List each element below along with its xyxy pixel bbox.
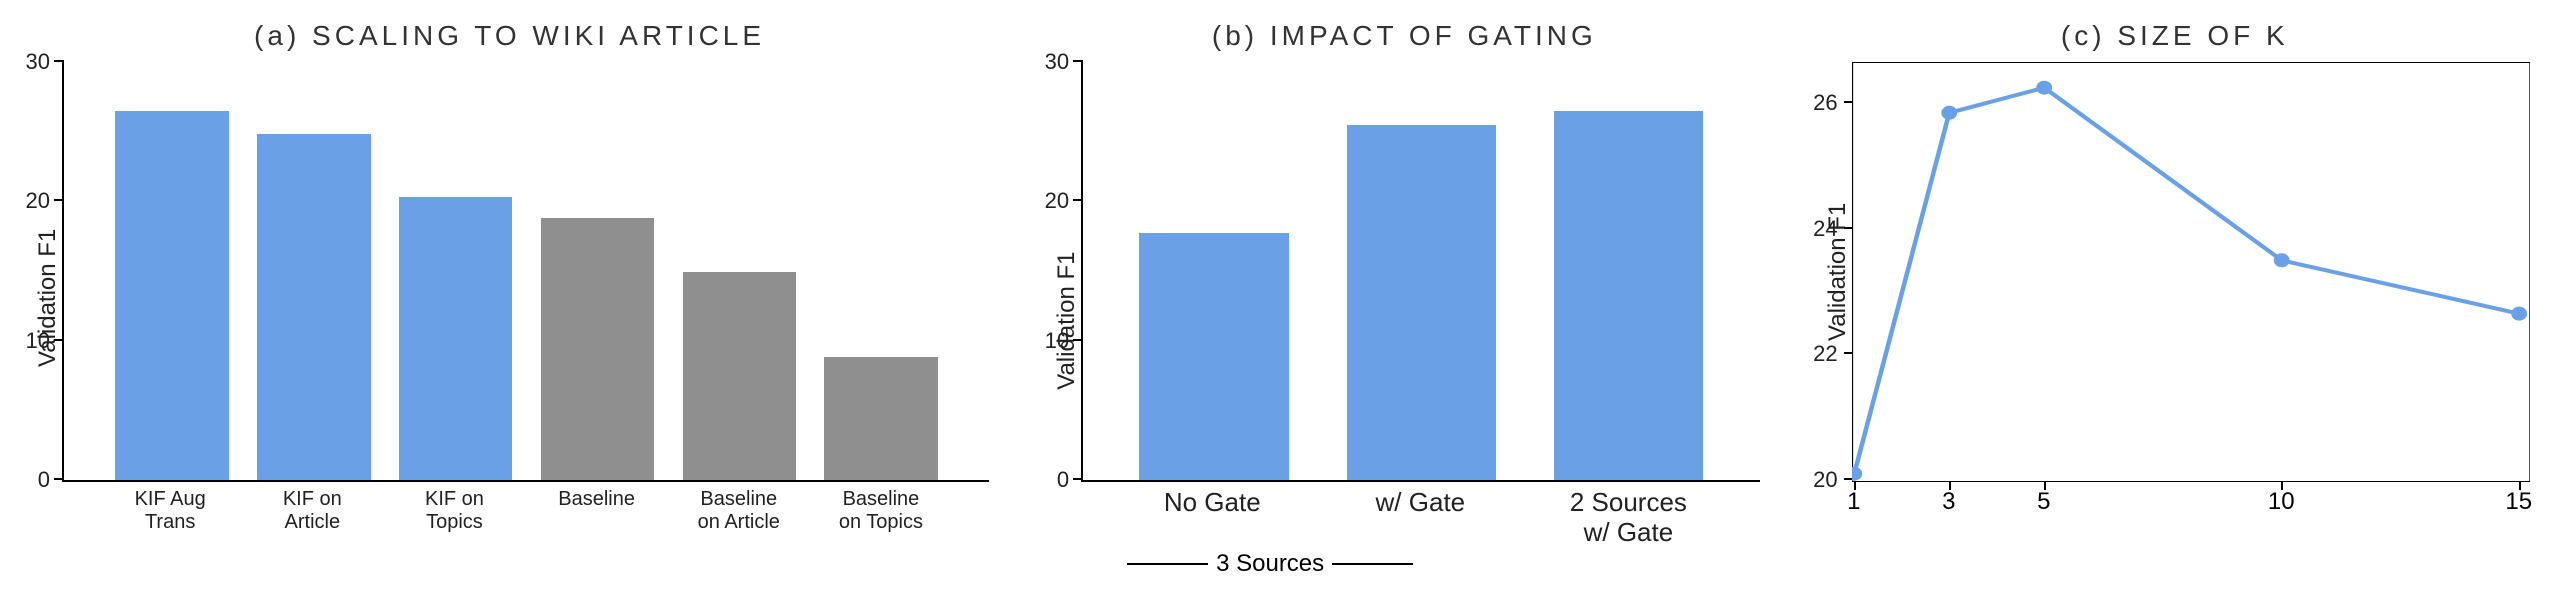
- panel-a-title: (a) SCALING TO WIKI ARTICLE: [254, 20, 765, 52]
- panel-c-ylabel: Validation F1: [1820, 62, 1852, 482]
- ytick: [1844, 478, 1852, 480]
- xtick-label: 15: [2505, 488, 2532, 516]
- xlabel: No Gate: [1108, 488, 1316, 548]
- xtick: [1949, 482, 1951, 490]
- xlabel: Baselineon Topics: [810, 488, 952, 534]
- xtick: [2519, 482, 2521, 490]
- data-point: [2036, 81, 2052, 95]
- ytick: [54, 478, 64, 480]
- panel-c-title: (c) SIZE OF K: [2061, 20, 2289, 52]
- data-point: [1852, 467, 1862, 481]
- xlabel: KIF onTopics: [383, 488, 525, 534]
- xlabel: w/ Gate: [1316, 488, 1524, 548]
- ytick: [1844, 227, 1852, 229]
- ytick-label: 24: [1813, 216, 1837, 242]
- bar-slot: [668, 62, 810, 480]
- bar: [541, 218, 654, 480]
- panel-a: (a) SCALING TO WIKI ARTICLE Validation F…: [30, 20, 989, 534]
- panel-b-plot: 0102030 No Gatew/ Gate2 Sourcesw/ Gate 3…: [1081, 62, 1759, 580]
- data-point: [1941, 106, 1957, 120]
- bar: [399, 197, 512, 480]
- panel-a-ylabel: Validation F1: [30, 62, 62, 534]
- panel-c-svg: [1852, 62, 2530, 482]
- panel-c: (c) SIZE OF K Validation F1 202224261351…: [1820, 20, 2530, 482]
- ytick-label: 20: [1813, 467, 1837, 493]
- panel-b-plot-area: 0102030: [1081, 62, 1759, 482]
- xtick-label: 3: [1942, 488, 1955, 516]
- line-series: [1854, 88, 2519, 474]
- ytick-label: 26: [1813, 90, 1837, 116]
- panel-c-plot-area: 202224261351015: [1852, 62, 2530, 482]
- bar-slot: [1525, 62, 1732, 480]
- ytick-label: 30: [26, 49, 50, 75]
- xtick-label: 5: [2037, 488, 2050, 516]
- data-point: [2511, 307, 2527, 321]
- panel-a-plot: 0102030 KIF AugTransKIF onArticleKIF onT…: [62, 62, 989, 534]
- ytick-label: 0: [1057, 467, 1069, 493]
- panel-b-annotation: 3 Sources: [1081, 548, 1759, 580]
- xlabel: KIF AugTrans: [99, 488, 241, 534]
- panel-a-chart: Validation F1 0102030 KIF AugTransKIF on…: [30, 62, 989, 534]
- bar: [1347, 125, 1496, 480]
- ytick: [1073, 339, 1083, 341]
- panel-b: (b) IMPACT OF GATING Validation F1 01020…: [1049, 20, 1759, 580]
- bar-slot: [385, 62, 527, 480]
- panel-b-ylabel: Validation F1: [1049, 62, 1081, 580]
- panel-c-chart: Validation F1 202224261351015: [1820, 62, 2530, 482]
- ytick-label: 22: [1813, 341, 1837, 367]
- bar-slot: [810, 62, 952, 480]
- xlabel: Baseline: [526, 488, 668, 534]
- bar-slot: [1318, 62, 1525, 480]
- bar: [115, 111, 228, 480]
- xlabel: KIF onArticle: [241, 488, 383, 534]
- bar-slot: [243, 62, 385, 480]
- ytick: [54, 60, 64, 62]
- panel-a-plot-area: 0102030: [62, 62, 989, 482]
- ytick: [1073, 60, 1083, 62]
- panel-b-chart: Validation F1 0102030 No Gatew/ Gate2 So…: [1049, 62, 1759, 580]
- xtick-label: 10: [2268, 488, 2295, 516]
- ytick: [1073, 199, 1083, 201]
- ytick: [1844, 352, 1852, 354]
- bar: [1139, 233, 1288, 480]
- xtick: [1854, 482, 1856, 490]
- bar-slot: [1110, 62, 1317, 480]
- xlabel: Baselineon Article: [668, 488, 810, 534]
- ytick: [54, 339, 64, 341]
- bar: [824, 357, 937, 480]
- data-point: [2273, 253, 2289, 267]
- xlabel: 2 Sourcesw/ Gate: [1524, 488, 1732, 548]
- bar: [683, 272, 796, 480]
- ytick-label: 20: [1045, 188, 1069, 214]
- ytick-label: 10: [1045, 328, 1069, 354]
- panel-b-xlabels: No Gatew/ Gate2 Sourcesw/ Gate: [1081, 482, 1759, 548]
- panel-a-xlabels: KIF AugTransKIF onArticleKIF onTopicsBas…: [62, 482, 989, 534]
- bar-slot: [101, 62, 243, 480]
- xtick: [2281, 482, 2283, 490]
- panel-b-title: (b) IMPACT OF GATING: [1212, 20, 1597, 52]
- ytick: [54, 199, 64, 201]
- ytick-label: 10: [26, 328, 50, 354]
- panel-c-plot: 202224261351015: [1852, 62, 2530, 482]
- ytick: [1844, 101, 1852, 103]
- ytick-label: 0: [38, 467, 50, 493]
- xtick: [2044, 482, 2046, 490]
- panel-b-annotation-text: 3 Sources: [1208, 550, 1332, 578]
- panels-container: (a) SCALING TO WIKI ARTICLE Validation F…: [30, 20, 2530, 580]
- bar: [1554, 111, 1703, 480]
- xtick-label: 1: [1847, 488, 1860, 516]
- bar-slot: [527, 62, 669, 480]
- ytick: [1073, 478, 1083, 480]
- ytick-label: 30: [1045, 49, 1069, 75]
- ytick-label: 20: [26, 188, 50, 214]
- panel-a-bars: [64, 62, 989, 480]
- panel-b-bars: [1083, 62, 1759, 480]
- bar: [257, 134, 370, 480]
